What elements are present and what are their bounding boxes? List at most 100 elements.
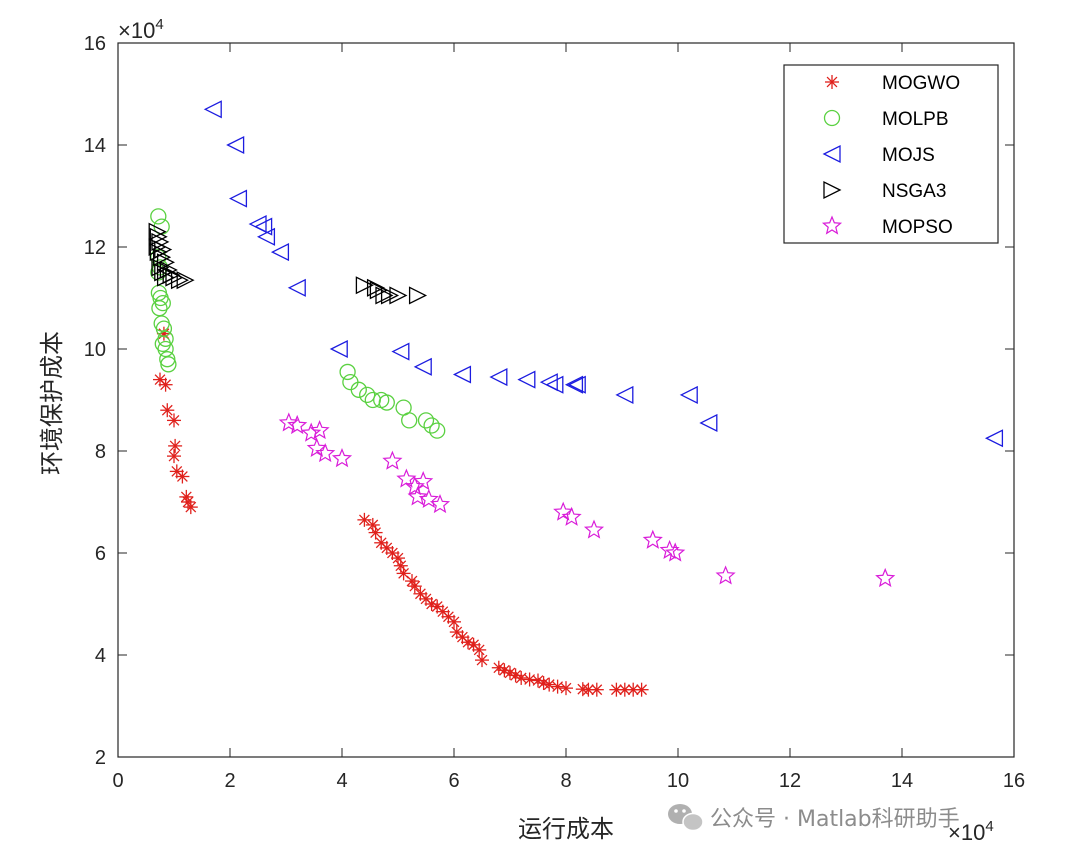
point-nsga3 <box>369 281 388 300</box>
legend-marker <box>823 109 841 127</box>
point-nsga3 <box>153 248 172 267</box>
point-molpb <box>159 351 176 368</box>
point-mojs <box>699 413 718 433</box>
point-mopso <box>561 506 582 526</box>
point-molpb <box>429 422 446 439</box>
point-molpb <box>150 208 167 225</box>
legend-entry-nsga3: NSGA3 <box>823 180 946 202</box>
y-tick-label: 14 <box>84 135 106 157</box>
point-mopso <box>382 450 403 470</box>
series-molpb <box>150 208 446 439</box>
point-mogwo <box>365 517 380 532</box>
x-tick-label: 8 <box>560 770 571 792</box>
legend-marker <box>821 215 843 235</box>
point-mojs <box>256 227 276 246</box>
point-mojs <box>413 357 432 376</box>
data-series <box>148 100 1004 697</box>
point-molpb <box>401 412 418 429</box>
point-molpb <box>151 300 168 317</box>
point-mopso <box>553 501 574 521</box>
y-tick-label: 16 <box>84 33 106 55</box>
watermark: 公众号 · Matlab科研助手 <box>668 804 960 832</box>
point-mojs <box>254 217 273 236</box>
y-tick-label: 4 <box>95 645 106 667</box>
point-mogwo <box>407 579 422 594</box>
point-mojs <box>545 375 564 394</box>
point-mojs <box>615 385 634 404</box>
point-nsga3 <box>170 271 190 290</box>
point-mogwo <box>175 469 190 484</box>
point-molpb <box>350 381 367 398</box>
point-nsga3 <box>355 276 374 295</box>
point-mogwo <box>589 682 604 697</box>
wechat-icon <box>668 804 704 832</box>
x-tick-label: 10 <box>667 770 689 792</box>
series-nsga3 <box>148 222 428 305</box>
point-nsga3 <box>148 222 167 241</box>
legend-entry-molpb: MOLPB <box>823 109 949 130</box>
x-tick-label: 4 <box>336 770 347 792</box>
legend-marker <box>823 180 842 200</box>
legend-label: MOLPB <box>882 109 949 130</box>
x-tick-label: 16 <box>1003 770 1025 792</box>
series-mogwo <box>153 326 649 697</box>
point-mopso <box>407 486 428 506</box>
series-mopso <box>278 412 896 588</box>
y-axis-exponent: ×104 <box>118 16 164 43</box>
point-mogwo <box>542 677 557 692</box>
point-mopso <box>665 542 686 562</box>
point-mojs <box>270 243 290 262</box>
legend-label: MOGWO <box>882 73 960 94</box>
point-nsga3 <box>149 243 168 262</box>
point-mogwo <box>357 512 372 527</box>
legend-label: NSGA3 <box>882 181 946 202</box>
y-exponent-power: 4 <box>155 16 163 33</box>
point-mogwo <box>497 663 512 678</box>
point-mogwo <box>550 679 565 694</box>
point-mopso <box>331 448 353 468</box>
point-molpb <box>339 363 356 381</box>
point-nsga3 <box>176 271 195 290</box>
point-mogwo <box>634 682 649 697</box>
watermark-text: 公众号 · Matlab科研助手 <box>710 807 960 832</box>
x-tick-label: 6 <box>448 770 459 792</box>
x-exponent-power: 4 <box>985 818 993 835</box>
legend-entry-mogwo: MOGWO <box>825 73 960 94</box>
point-mojs <box>391 342 410 361</box>
x-axis-label: 运行成本 <box>518 815 614 843</box>
point-mojs <box>228 189 248 208</box>
point-molpb <box>423 417 440 434</box>
point-molpb <box>359 386 376 404</box>
y-tick-label: 10 <box>84 339 106 361</box>
point-mogwo <box>559 681 573 696</box>
x-axis-ticks: 0 2 4 6 8 10 12 14 16 <box>112 43 1025 792</box>
point-mogwo <box>475 653 489 668</box>
point-nsga3 <box>375 286 394 305</box>
point-nsga3 <box>408 286 428 305</box>
point-mojs <box>452 365 472 384</box>
point-mogwo <box>447 614 461 629</box>
point-mogwo <box>522 672 537 687</box>
point-mogwo <box>491 660 506 675</box>
point-mogwo <box>472 642 487 657</box>
x-axis-exponent: ×104 <box>948 818 994 845</box>
legend-marker <box>825 75 839 89</box>
point-molpb <box>154 294 171 312</box>
point-mojs <box>679 385 698 404</box>
legend-marker <box>822 144 841 164</box>
point-molpb <box>157 340 174 358</box>
point-mogwo <box>424 597 439 611</box>
point-mogwo <box>514 670 529 685</box>
point-mopso <box>642 529 663 549</box>
point-mojs <box>564 375 584 394</box>
y-axis-ticks: 2 4 6 8 10 12 14 16 <box>84 33 1014 769</box>
y-tick-label: 6 <box>95 543 106 565</box>
legend-entry-mojs: MOJS <box>822 144 935 166</box>
point-mogwo <box>167 449 181 464</box>
x-tick-label: 12 <box>779 770 801 792</box>
point-mopso <box>418 488 439 509</box>
y-tick-label: 2 <box>95 747 106 769</box>
point-mogwo <box>531 673 545 688</box>
point-mogwo <box>461 635 475 650</box>
